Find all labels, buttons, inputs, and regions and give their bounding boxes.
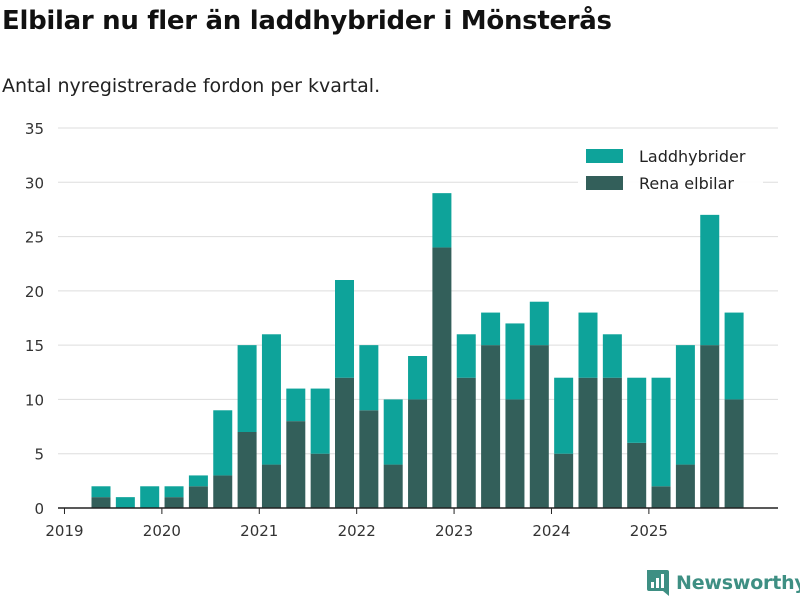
legend: Laddhybrider Rena elbilar — [578, 140, 763, 202]
y-tick-label: 35 — [25, 120, 44, 138]
bar-laddhybrider — [408, 356, 428, 400]
bar-rena-elbilar — [359, 410, 379, 508]
bar-laddhybrider — [213, 410, 233, 476]
x-tick-label: 2025 — [630, 522, 668, 540]
x-tick-label: 2019 — [45, 522, 83, 540]
legend-label: Laddhybrider — [639, 147, 746, 166]
bar-rena-elbilar — [237, 432, 257, 508]
x-tick-label: 2020 — [143, 522, 181, 540]
bar-rena-elbilar — [627, 442, 647, 508]
bar-rena-elbilar — [383, 464, 403, 508]
bar-laddhybrider — [261, 334, 281, 465]
bar-laddhybrider — [675, 345, 695, 465]
bar-laddhybrider — [115, 497, 135, 508]
y-tick-label: 0 — [34, 500, 44, 518]
bar-rena-elbilar — [188, 486, 208, 508]
bar-laddhybrider — [140, 486, 160, 508]
bar-laddhybrider — [505, 323, 525, 400]
bar-laddhybrider — [481, 312, 501, 346]
newsworthy-logo-text: Newsworthy — [676, 572, 800, 594]
bar-rena-elbilar — [432, 247, 452, 508]
bar-rena-elbilar — [529, 345, 549, 508]
bar-laddhybrider — [335, 280, 354, 378]
bar-laddhybrider — [529, 301, 549, 346]
legend-swatch — [586, 176, 623, 190]
bar-laddhybrider — [164, 486, 184, 498]
y-tick-label: 15 — [25, 337, 44, 355]
bar-rena-elbilar — [602, 377, 622, 508]
bar-laddhybrider — [602, 334, 622, 378]
bar-laddhybrider — [188, 475, 208, 487]
bar-laddhybrider — [554, 377, 574, 454]
chart-title: Elbilar nu fler än laddhybrider i Mönste… — [2, 6, 612, 36]
y-tick-label: 20 — [25, 283, 44, 301]
bar-rena-elbilar — [456, 377, 476, 508]
bar-laddhybrider — [651, 377, 671, 487]
bar-rena-elbilar — [554, 453, 574, 508]
y-axis-ticks: 0 5 10 15 20 25 30 35 — [25, 120, 44, 518]
x-tick-label: 2024 — [532, 522, 570, 540]
y-tick-label: 25 — [25, 229, 44, 247]
bar-rena-elbilar — [213, 475, 233, 508]
newsworthy-logo: Newsworthy — [645, 569, 800, 597]
bar-rena-elbilar — [286, 421, 306, 508]
bar-rena-elbilar — [505, 399, 525, 508]
bar-rena-elbilar — [408, 399, 428, 508]
bar-laddhybrider — [286, 388, 306, 422]
bar-laddhybrider — [724, 312, 744, 400]
bar-rena-elbilar — [651, 486, 671, 508]
bar-laddhybrider — [578, 312, 598, 378]
bar-rena-elbilar — [335, 377, 354, 508]
bar-rena-elbilar — [481, 345, 501, 508]
bar-rena-elbilar — [578, 377, 598, 508]
bar-rena-elbilar — [310, 453, 330, 508]
bar-laddhybrider — [359, 345, 379, 411]
bar-laddhybrider — [700, 214, 720, 346]
legend-label: Rena elbilar — [639, 174, 734, 193]
x-tick-label: 2023 — [435, 522, 473, 540]
bar-laddhybrider — [432, 193, 452, 248]
bar-rena-elbilar — [91, 497, 111, 508]
newsworthy-logo-icon — [647, 570, 669, 596]
x-axis-ticks: 2019 2020 2021 2022 2023 2024 2025 — [45, 508, 668, 540]
bar-laddhybrider — [383, 399, 403, 465]
chart-subtitle: Antal nyregistrerade fordon per kvartal. — [2, 75, 381, 97]
bar-laddhybrider — [237, 345, 257, 432]
x-tick-label: 2021 — [240, 522, 278, 540]
bar-rena-elbilar — [700, 345, 720, 508]
bars — [91, 193, 744, 508]
legend-swatch — [586, 149, 623, 163]
y-tick-label: 5 — [34, 446, 44, 464]
y-tick-label: 30 — [25, 174, 44, 192]
bar-rena-elbilar — [675, 464, 695, 508]
bar-rena-elbilar — [164, 497, 184, 508]
bar-laddhybrider — [456, 334, 476, 378]
bar-rena-elbilar — [724, 399, 744, 508]
y-tick-label: 10 — [25, 391, 44, 409]
bar-rena-elbilar — [261, 464, 281, 508]
x-tick-label: 2022 — [338, 522, 376, 540]
bar-laddhybrider — [91, 486, 111, 498]
bar-laddhybrider — [627, 377, 647, 443]
bar-laddhybrider — [310, 388, 330, 454]
